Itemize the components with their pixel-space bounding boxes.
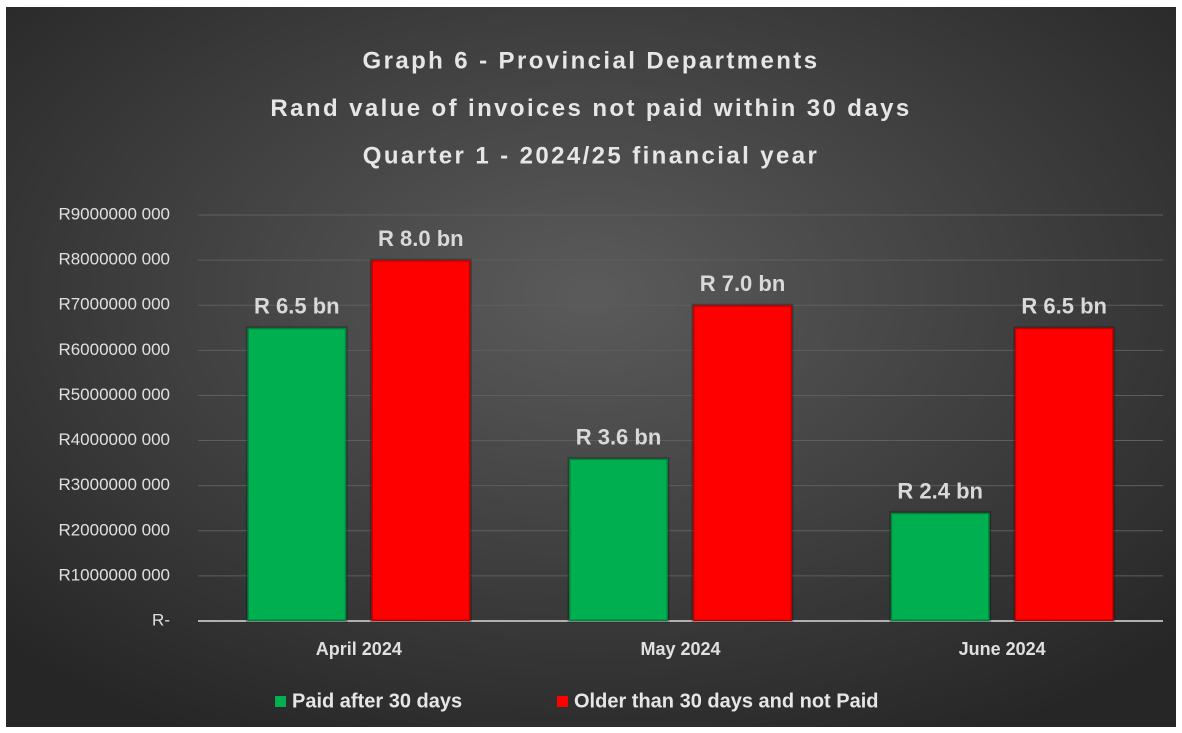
y-tick-label: R1000000 000 xyxy=(58,565,170,584)
x-tick-label: April 2024 xyxy=(316,639,402,659)
y-tick-label: R9000000 000 xyxy=(58,204,170,223)
legend-marker xyxy=(275,696,286,707)
y-tick-label: R4000000 000 xyxy=(58,430,170,449)
chart-title: Graph 6 - Provincial Departments xyxy=(363,47,820,74)
legend-label: Older than 30 days and not Paid xyxy=(574,690,879,712)
x-tick-label: May 2024 xyxy=(640,639,720,659)
legend-label: Paid after 30 days xyxy=(292,690,462,712)
y-tick-label: R8000000 000 xyxy=(58,250,170,269)
y-tick-label: R6000000 000 xyxy=(58,340,170,359)
y-tick-label: R- xyxy=(152,610,170,629)
bar xyxy=(245,326,348,623)
y-tick-label: R7000000 000 xyxy=(58,295,170,314)
y-tick-label: R3000000 000 xyxy=(58,475,170,494)
chart-title: Quarter 1 - 2024/25 financial year xyxy=(363,142,819,169)
value-label: R 3.6 bn xyxy=(576,424,662,449)
bar xyxy=(567,457,670,623)
x-tick-label: June 2024 xyxy=(959,639,1046,659)
legend-marker xyxy=(557,696,568,707)
bar xyxy=(691,303,794,623)
value-label: R 6.5 bn xyxy=(254,294,340,319)
y-tick-label: R2000000 000 xyxy=(58,520,170,539)
value-label: R 2.4 bn xyxy=(897,479,983,504)
value-label: R 7.0 bn xyxy=(700,271,786,296)
bar xyxy=(1013,326,1116,623)
bar xyxy=(889,511,992,623)
bar xyxy=(369,258,472,623)
chart-title: Rand value of invoices not paid within 3… xyxy=(270,95,911,122)
value-label: R 6.5 bn xyxy=(1021,294,1107,319)
value-label: R 8.0 bn xyxy=(378,226,464,251)
y-tick-label: R5000000 000 xyxy=(58,385,170,404)
